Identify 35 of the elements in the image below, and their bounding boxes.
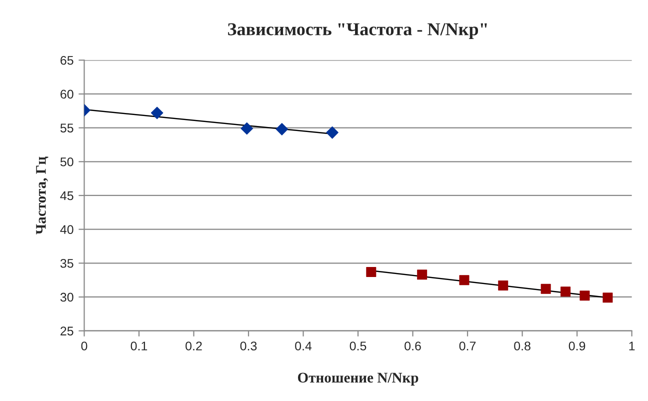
x-tick-label: 0.6 (404, 342, 421, 350)
y-tick-label: 60 (60, 90, 74, 99)
y-tick-label: 65 (60, 56, 74, 65)
y-tick-label: 30 (60, 292, 74, 302)
point (560, 286, 571, 297)
point (580, 290, 590, 301)
y-tick-label: 35 (60, 258, 74, 268)
x-tick-label: 0.1 (130, 342, 148, 350)
x-tick-label: 0.3 (240, 342, 257, 350)
chart-title: Зависимость "Частота - N/Nкр" (228, 23, 487, 39)
point (240, 122, 254, 135)
x-tick-label: 0.5 (350, 342, 366, 350)
y-tick-label: 45 (60, 191, 74, 200)
point (417, 270, 428, 280)
x-axis-title: Отношение N/Nкр (298, 372, 418, 386)
point (540, 284, 551, 294)
x-tick-label: 0.2 (186, 342, 202, 350)
point (366, 266, 376, 277)
point (150, 106, 164, 120)
y-tick-label: 50 (60, 157, 74, 166)
y-tick-label: 40 (60, 225, 74, 234)
x-tick-label: 0 (81, 342, 88, 350)
y-tick-label: 25 (60, 326, 74, 336)
x-tick-label: 0.4 (295, 342, 312, 350)
y-tick-label: 55 (60, 124, 74, 132)
x-tick-label: 0.8 (514, 342, 530, 350)
x-tick-label: 0.9 (568, 342, 586, 350)
point (498, 280, 508, 290)
point (459, 275, 470, 286)
y-axis-title: Частота, Гц (36, 156, 48, 234)
point (326, 126, 338, 139)
point (276, 123, 288, 136)
x-tick-label: 0.7 (459, 342, 476, 350)
x-tick-label: 1 (629, 342, 635, 350)
point (602, 292, 613, 303)
